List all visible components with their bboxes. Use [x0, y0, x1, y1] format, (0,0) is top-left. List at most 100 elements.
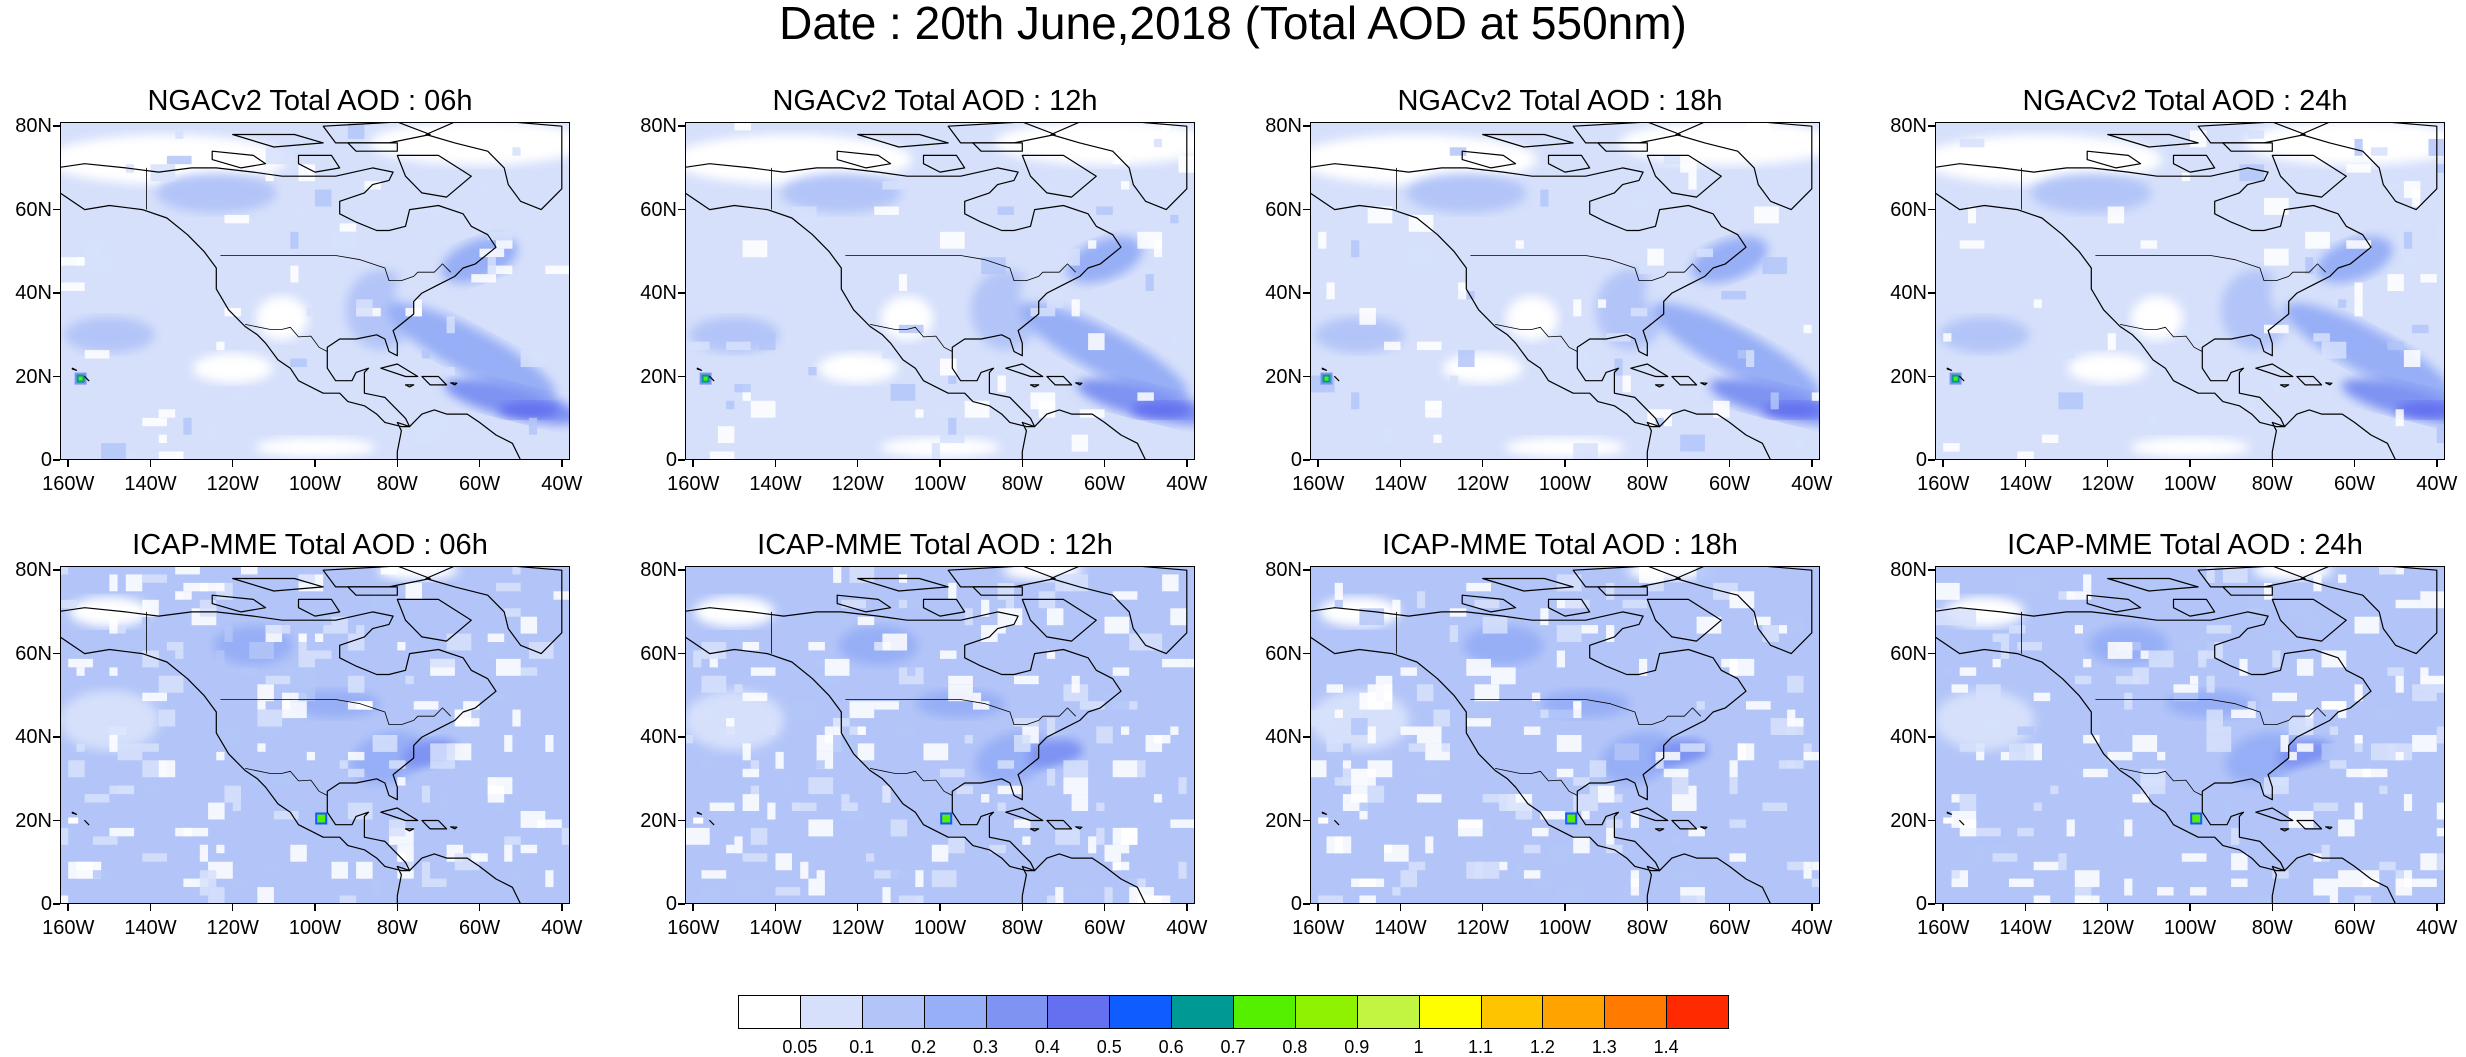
lat-tick-label: 60N [15, 198, 52, 221]
lat-tick-label: 80N [640, 115, 677, 138]
lon-tick-label: 40W [541, 473, 583, 495]
island-coastline [450, 382, 458, 386]
lat-tick [678, 903, 685, 905]
lat-tick [1303, 903, 1310, 905]
lon-tick [149, 460, 152, 467]
lat-tick-label: 20N [1265, 809, 1302, 832]
lon-tick-label: 140W [749, 473, 802, 495]
greenland-coastline [2300, 122, 2438, 211]
island-coastline [1646, 154, 1722, 198]
aod-field [1935, 566, 2445, 904]
map-panel-icap-6h: ICAP-MME Total AOD : 06h 0 20N 40N 60N 80N 160… [0, 530, 620, 1030]
colorbar-swatch [1418, 995, 1482, 1029]
national-border [845, 255, 1076, 282]
colorbar-tick-label: 0.9 [1344, 1037, 1370, 1057]
island-coastline [347, 142, 398, 152]
aod-map [1935, 566, 2445, 904]
island-coastline [1946, 367, 1953, 371]
lon-tick-label: 120W [831, 473, 884, 495]
lon-tick [1646, 460, 1648, 467]
lat-tick-label: 0 [665, 449, 677, 471]
lon-tick [856, 460, 859, 467]
island-coastline [396, 598, 472, 642]
aod-hotspot [317, 814, 326, 823]
colorbar-tick-label: 1.4 [1653, 1037, 1679, 1057]
island-coastline [2172, 154, 2216, 173]
lon-tick [1317, 904, 1319, 911]
lon-tick-label: 100W [288, 473, 342, 495]
island-coastline [972, 586, 1023, 596]
map-panel-ngac-24h: NGACv2 Total AOD : 24h 0 20N 40N 60N 80N 160W 1… [1875, 86, 2466, 586]
lon-tick [692, 904, 694, 911]
figure-title: Date : 20th June,2018 (Total AOD at 550n… [779, 0, 1687, 49]
island-coastline [1597, 586, 1648, 596]
lon-tick-label: 80W [1001, 473, 1043, 495]
island-coastline [709, 819, 715, 826]
lon-tick-label: 60W [458, 473, 501, 495]
lon-tick-label: 40W [1791, 473, 1833, 495]
colorbar-tick-label: 0.2 [911, 1037, 937, 1057]
lat-tick-label: 40N [15, 726, 52, 749]
colorbar-swatch [1356, 995, 1420, 1029]
island-coastline [696, 811, 703, 815]
colorbar-swatch [985, 995, 1049, 1029]
island-coastline [2296, 819, 2323, 830]
lon-tick [1564, 904, 1566, 911]
lon-tick [2189, 904, 2191, 911]
lon-tick [939, 460, 941, 467]
island-coastline [347, 586, 398, 596]
south-america-coastline [2271, 409, 2397, 460]
lon-tick-label: 120W [1456, 917, 1509, 939]
lon-tick [1728, 904, 1731, 911]
lat-tick-label: 20N [640, 365, 677, 388]
island-coastline [1654, 384, 1665, 388]
volcano-aod-hotspot [703, 376, 708, 381]
aod-field [1935, 122, 2445, 460]
island-coastline [421, 819, 448, 830]
island-coastline [232, 133, 324, 148]
lat-tick-label: 20N [15, 365, 52, 388]
island-coastline [1461, 150, 1517, 169]
island-coastline [1021, 154, 1097, 198]
greenland-coastline [1675, 566, 1813, 655]
aod-field [60, 122, 570, 460]
lon-tick-label: 80W [2251, 473, 2293, 495]
island-coastline [1075, 826, 1083, 830]
lat-tick-label: 80N [15, 559, 52, 582]
lat-tick-label: 60N [1890, 642, 1927, 665]
island-coastline [1029, 828, 1040, 832]
south-america-coastline [1021, 853, 1147, 904]
aod-map [1310, 566, 1820, 904]
island-coastline [232, 577, 324, 592]
lat-tick [53, 125, 60, 127]
lat-tick [53, 208, 60, 211]
national-border [220, 255, 451, 282]
lon-tick-label: 40W [2416, 917, 2458, 939]
lon-tick [67, 904, 69, 911]
colorbar-swatch [1171, 995, 1234, 1029]
national-border [245, 768, 328, 796]
map-panel-ngac-12h: NGACv2 Total AOD : 12h 0 20N 40N 60N 80N 160W 1… [625, 86, 1245, 586]
lon-tick [396, 460, 398, 467]
island-coastline [1334, 375, 1340, 382]
lat-tick-label: 80N [15, 115, 52, 138]
lon-tick-label: 160W [1292, 473, 1345, 495]
map-frame [685, 122, 1195, 460]
lat-tick [1303, 652, 1310, 655]
lon-tick [774, 904, 777, 911]
lon-tick [478, 460, 481, 467]
island-coastline [1946, 811, 1953, 815]
south-america-coastline [1646, 853, 1772, 904]
lat-tick-label: 40N [640, 726, 677, 749]
aod-map [685, 566, 1195, 904]
island-coastline [396, 154, 472, 198]
lon-tick-label: 100W [2163, 917, 2217, 939]
lon-tick [1811, 904, 1813, 911]
lon-tick [1103, 904, 1106, 911]
lon-tick [561, 904, 563, 911]
volcano-aod-hotspot [78, 376, 83, 381]
lat-tick [1303, 819, 1310, 822]
colorbar-swatch [1604, 995, 1668, 1029]
lon-tick-label: 80W [1626, 917, 1668, 939]
aod-field [60, 566, 570, 904]
